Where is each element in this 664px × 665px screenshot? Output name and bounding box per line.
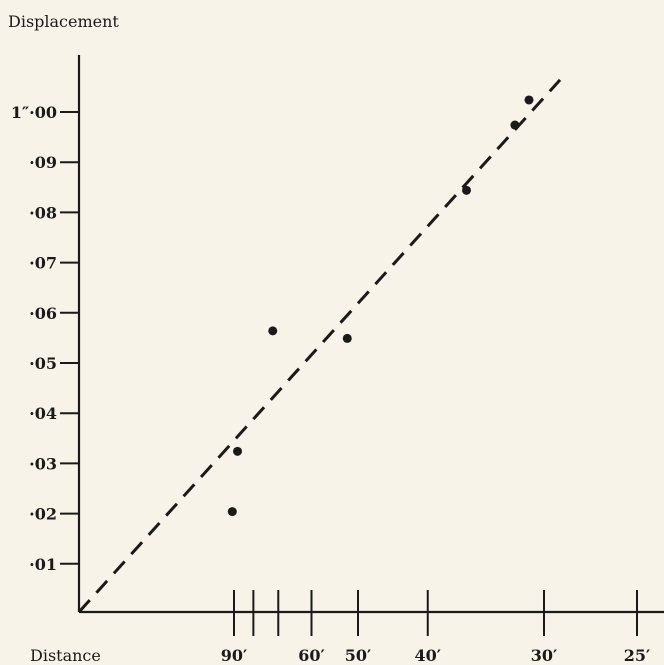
data-point [227, 507, 237, 517]
data-point [268, 326, 278, 336]
y-tick-label: ·08 [29, 203, 57, 222]
y-tick-label: ·02 [29, 505, 57, 524]
data-points [227, 95, 534, 517]
x-tick-label: 40′ [415, 646, 441, 665]
reference-line [77, 78, 562, 614]
y-ticks: 1″·00 ·09 ·08 ·07 ·06 ·05 ·04 ·03 ·02 ·01 [11, 103, 79, 574]
y-tick-label: ·05 [29, 354, 57, 373]
x-ticks: 90′ 60′ 50′ 40′ 30′ 25′ [221, 590, 650, 665]
y-tick-label: ·06 [29, 304, 57, 323]
x-tick-label: 90′ [221, 646, 247, 665]
y-tick-label: ·07 [29, 254, 57, 273]
x-tick-label: 60′ [298, 646, 324, 665]
y-tick-label: 1″·00 [11, 103, 57, 122]
data-point [510, 120, 520, 130]
data-point [233, 446, 243, 456]
y-tick-label: ·04 [29, 404, 57, 423]
x-tick-label: 25′ [624, 646, 650, 665]
x-tick-label: 50′ [345, 646, 371, 665]
x-tick-label: 30′ [531, 646, 557, 665]
data-point [462, 185, 471, 195]
y-tick-label: ·01 [29, 555, 57, 574]
y-tick-label: ·09 [29, 153, 57, 172]
reference-line-group [77, 78, 562, 614]
data-point [342, 333, 352, 343]
y-axis-title: Displacement [8, 12, 119, 31]
x-axis-title: Distance [30, 646, 101, 665]
data-point [524, 95, 534, 105]
y-tick-label: ·03 [29, 454, 57, 473]
